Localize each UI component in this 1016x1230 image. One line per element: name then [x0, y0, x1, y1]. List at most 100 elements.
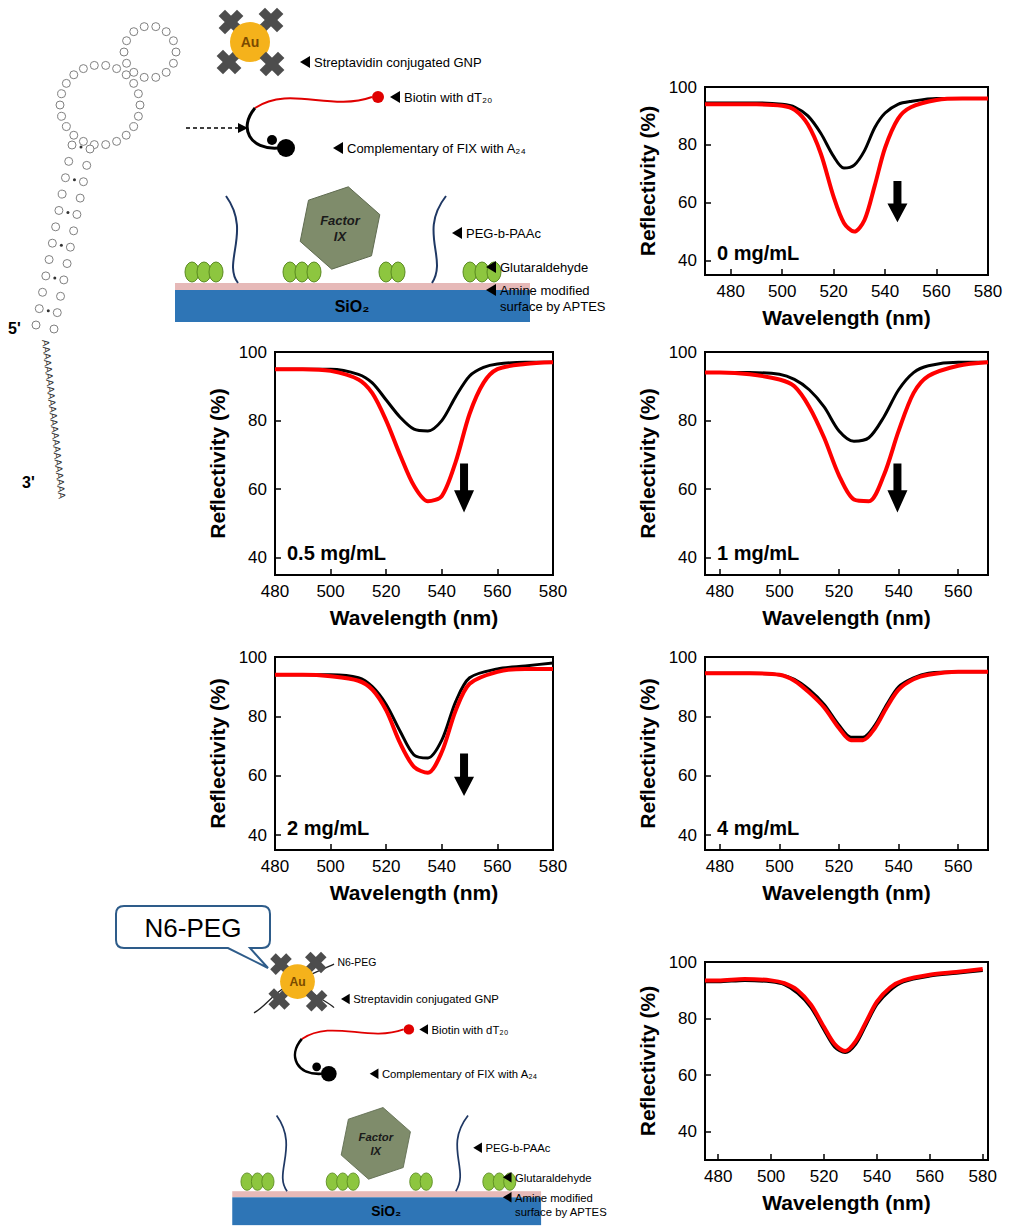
- svg-text:Wavelength (nm): Wavelength (nm): [330, 881, 498, 904]
- svg-text:SiO₂: SiO₂: [335, 298, 370, 315]
- svg-text:480: 480: [706, 582, 734, 601]
- svg-text:PEG-b-PAAc: PEG-b-PAAc: [485, 1142, 550, 1154]
- svg-text:520: 520: [825, 582, 853, 601]
- svg-text:500: 500: [765, 582, 793, 601]
- svg-text:Reflectivity (%): Reflectivity (%): [636, 678, 659, 829]
- svg-text:40: 40: [678, 1122, 697, 1141]
- svg-text:SiO₂: SiO₂: [371, 1203, 401, 1219]
- svg-text:60: 60: [678, 480, 697, 499]
- svg-text:100: 100: [669, 953, 697, 972]
- svg-text:Factor: Factor: [359, 1131, 394, 1143]
- svg-text:Wavelength (nm): Wavelength (nm): [762, 881, 930, 904]
- svg-text:PEG-b-PAAc: PEG-b-PAAc: [466, 226, 541, 241]
- svg-text:560: 560: [944, 857, 972, 876]
- svg-text:IX: IX: [370, 1145, 382, 1157]
- svg-text:Streptavidin conjugated GNP: Streptavidin conjugated GNP: [314, 55, 482, 70]
- svg-text:surface by APTES: surface by APTES: [515, 1206, 607, 1218]
- svg-text:580: 580: [974, 282, 1002, 301]
- svg-text:500: 500: [316, 582, 344, 601]
- svg-text:N6-PEG: N6-PEG: [338, 957, 377, 968]
- svg-text:1 mg/mL: 1 mg/mL: [717, 542, 799, 564]
- svg-text:Complementary of FIX with A₂₄: Complementary of FIX with A₂₄: [347, 141, 526, 156]
- svg-text:Wavelength (nm): Wavelength (nm): [762, 1191, 930, 1214]
- svg-text:Reflectivity (%): Reflectivity (%): [636, 106, 659, 257]
- svg-text:3': 3': [22, 474, 35, 491]
- svg-text:60: 60: [678, 193, 697, 212]
- svg-text:40: 40: [248, 826, 267, 845]
- svg-text:N6-PEG: N6-PEG: [145, 913, 242, 943]
- svg-text:480: 480: [717, 282, 745, 301]
- svg-text:540: 540: [428, 857, 456, 876]
- svg-text:100: 100: [669, 343, 697, 362]
- svg-text:Glutaraldehyde: Glutaraldehyde: [515, 1172, 592, 1184]
- svg-text:Wavelength (nm): Wavelength (nm): [762, 306, 930, 329]
- svg-text:500: 500: [316, 857, 344, 876]
- svg-text:Biotin with dT₂₀: Biotin with dT₂₀: [431, 1024, 508, 1036]
- svg-text:80: 80: [678, 135, 697, 154]
- svg-text:AAAAAAAAAAAAAAAAAAAAAAAA: AAAAAAAAAAAAAAAAAAAAAAAA: [40, 339, 68, 500]
- svg-text:4 mg/mL: 4 mg/mL: [717, 817, 799, 839]
- svg-text:40: 40: [678, 251, 697, 270]
- svg-text:540: 540: [871, 282, 899, 301]
- svg-text:100: 100: [239, 648, 267, 667]
- svg-text:Au: Au: [289, 975, 305, 989]
- svg-text:540: 540: [863, 1167, 891, 1186]
- svg-text:0.5 mg/mL: 0.5 mg/mL: [287, 542, 386, 564]
- svg-text:Wavelength (nm): Wavelength (nm): [330, 606, 498, 629]
- svg-text:80: 80: [248, 411, 267, 430]
- svg-text:80: 80: [678, 1009, 697, 1028]
- svg-text:40: 40: [678, 826, 697, 845]
- svg-text:Amine modified: Amine modified: [500, 283, 590, 298]
- svg-text:100: 100: [669, 78, 697, 97]
- svg-text:Reflectivity (%): Reflectivity (%): [206, 678, 229, 829]
- svg-text:520: 520: [819, 282, 847, 301]
- svg-text:60: 60: [678, 766, 697, 785]
- svg-text:Reflectivity (%): Reflectivity (%): [636, 388, 659, 539]
- svg-text:Reflectivity (%): Reflectivity (%): [636, 986, 659, 1137]
- svg-text:560: 560: [483, 857, 511, 876]
- svg-text:520: 520: [372, 857, 400, 876]
- svg-text:520: 520: [810, 1167, 838, 1186]
- svg-text:80: 80: [678, 707, 697, 726]
- svg-text:5': 5': [8, 320, 21, 337]
- svg-text:60: 60: [248, 766, 267, 785]
- svg-text:100: 100: [239, 343, 267, 362]
- svg-text:480: 480: [261, 857, 289, 876]
- svg-text:500: 500: [765, 857, 793, 876]
- svg-text:Streptavidin conjugated GNP: Streptavidin conjugated GNP: [353, 993, 499, 1005]
- svg-text:520: 520: [825, 857, 853, 876]
- svg-text:80: 80: [678, 411, 697, 430]
- svg-text:520: 520: [372, 582, 400, 601]
- svg-text:2 mg/mL: 2 mg/mL: [287, 817, 369, 839]
- svg-text:560: 560: [944, 582, 972, 601]
- svg-text:500: 500: [757, 1167, 785, 1186]
- svg-text:580: 580: [539, 582, 567, 601]
- svg-text:Amine modified: Amine modified: [515, 1192, 593, 1204]
- svg-text:100: 100: [669, 648, 697, 667]
- svg-text:Wavelength (nm): Wavelength (nm): [762, 606, 930, 629]
- svg-text:0 mg/mL: 0 mg/mL: [717, 242, 799, 264]
- svg-text:540: 540: [428, 582, 456, 601]
- svg-text:480: 480: [261, 582, 289, 601]
- svg-text:60: 60: [248, 480, 267, 499]
- svg-text:480: 480: [704, 1167, 732, 1186]
- svg-text:40: 40: [248, 548, 267, 567]
- svg-text:Complementary of FIX with A₂₄: Complementary of FIX with A₂₄: [382, 1068, 538, 1080]
- svg-text:540: 540: [884, 857, 912, 876]
- svg-text:580: 580: [539, 857, 567, 876]
- svg-text:560: 560: [922, 282, 950, 301]
- svg-text:Au: Au: [241, 34, 260, 50]
- svg-text:540: 540: [884, 582, 912, 601]
- svg-text:IX: IX: [334, 229, 348, 244]
- svg-text:Reflectivity (%): Reflectivity (%): [206, 388, 229, 539]
- svg-text:480: 480: [706, 857, 734, 876]
- svg-text:560: 560: [916, 1167, 944, 1186]
- svg-text:Glutaraldehyde: Glutaraldehyde: [500, 260, 588, 275]
- svg-text:560: 560: [483, 582, 511, 601]
- svg-text:580: 580: [969, 1167, 997, 1186]
- svg-text:80: 80: [248, 707, 267, 726]
- svg-text:500: 500: [768, 282, 796, 301]
- svg-text:Factor: Factor: [320, 213, 361, 228]
- svg-text:60: 60: [678, 1066, 697, 1085]
- svg-text:Biotin with dT₂₀: Biotin with dT₂₀: [404, 90, 492, 105]
